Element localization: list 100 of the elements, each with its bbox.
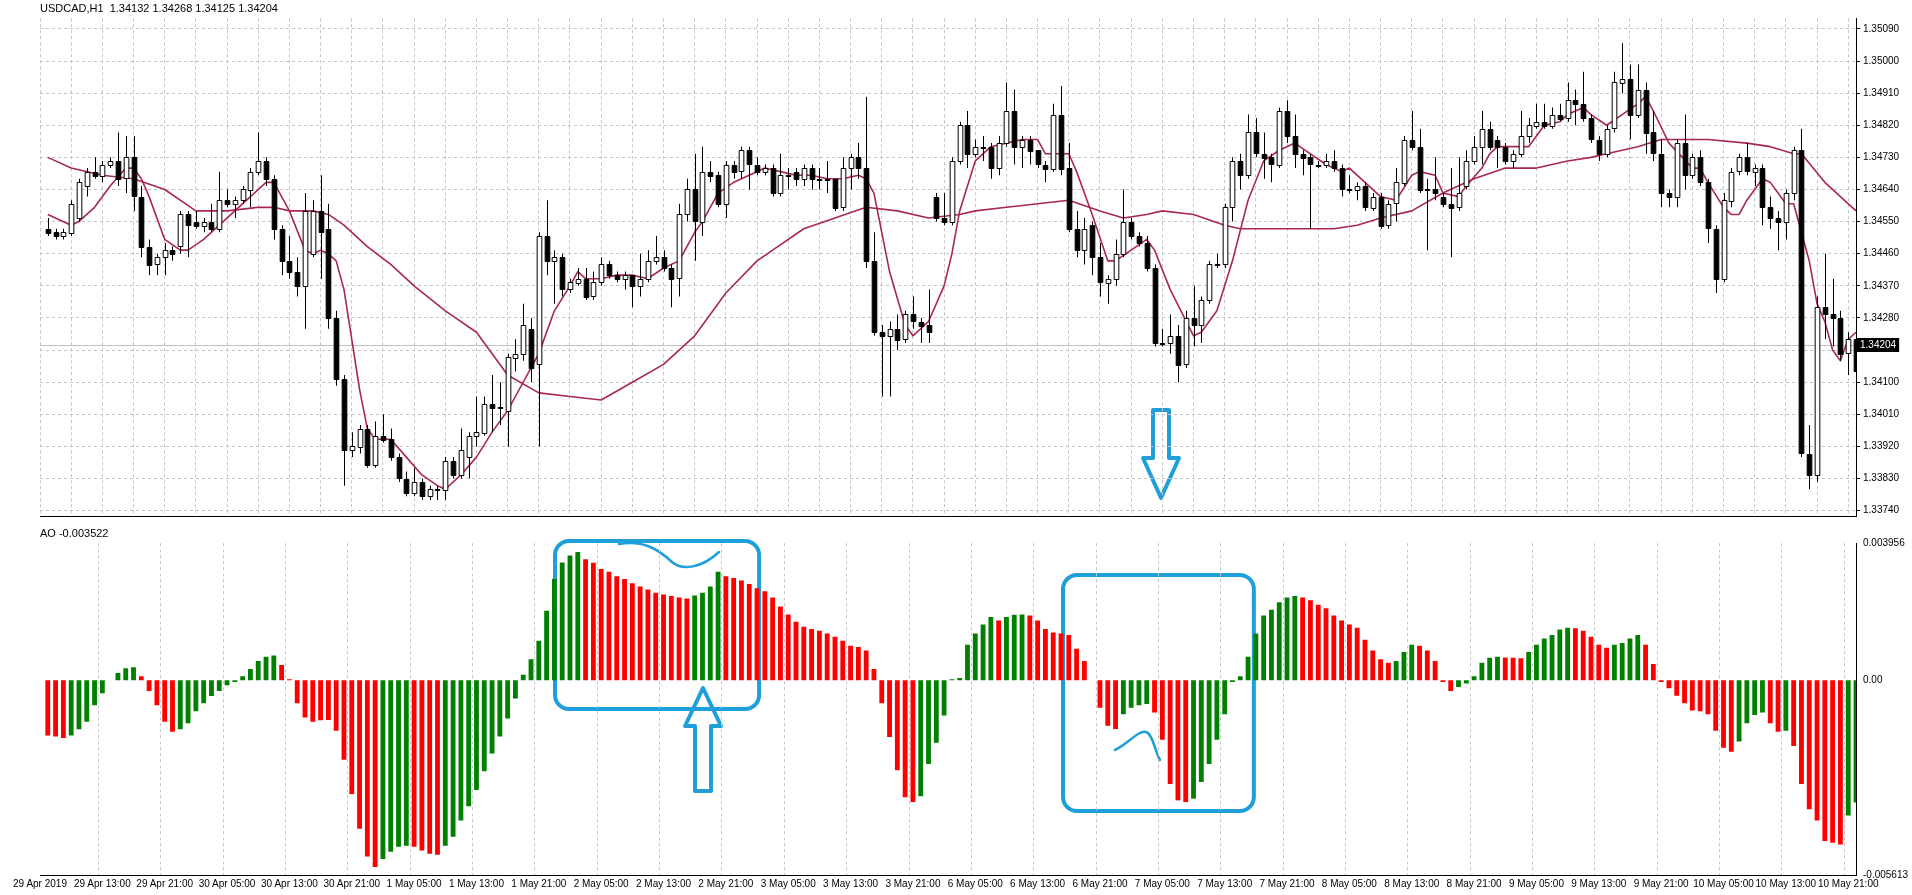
bar [816, 630, 822, 681]
bar [1074, 648, 1080, 681]
y-tick-label: 1.35000 [1863, 54, 1900, 66]
bar [146, 680, 152, 692]
bar [333, 680, 339, 731]
bar [1783, 680, 1789, 731]
bar [988, 616, 994, 681]
bar [1300, 597, 1306, 681]
bar [1237, 676, 1243, 681]
bar [544, 610, 550, 681]
bar [1471, 676, 1477, 681]
bar [1463, 680, 1469, 684]
bar [99, 680, 105, 694]
y-tick-label: 1.33830 [1863, 472, 1900, 484]
bar [653, 592, 659, 681]
bar [1167, 680, 1173, 785]
bar [863, 650, 869, 681]
bar [1253, 633, 1259, 681]
bar [474, 680, 479, 790]
bar [746, 583, 752, 681]
y-tick-label: 1.34460 [1863, 247, 1900, 259]
bar [84, 680, 90, 722]
x-tick-label: 2 May 13:00 [636, 877, 692, 889]
chart-title: USDCAD,H1 1.34132 1.34268 1.34125 1.34204 [40, 1, 278, 14]
bar [707, 586, 713, 681]
bar [1830, 680, 1836, 843]
bar [1417, 645, 1422, 681]
bar [1105, 680, 1111, 726]
bar [1027, 615, 1033, 681]
bar [349, 680, 355, 795]
bar [1650, 664, 1656, 681]
y-tick-label: 1.34820 [1863, 119, 1900, 130]
bar [411, 680, 417, 847]
x-tick-label: 8 May 05:00 [1321, 877, 1378, 889]
bar [676, 597, 682, 681]
bar [965, 644, 970, 681]
bar [497, 680, 503, 737]
bar [941, 680, 947, 716]
bar [1081, 660, 1087, 681]
chart-title: AO -0.003522 [40, 526, 109, 539]
bar [1261, 615, 1267, 681]
x-tick-label: 7 May 21:00 [1259, 877, 1315, 889]
x-tick-label: 29 Apr 21:00 [136, 877, 194, 889]
bar [1354, 627, 1360, 681]
bar [520, 674, 526, 681]
bar [1206, 680, 1212, 764]
bar [1604, 647, 1610, 681]
bar [1596, 644, 1602, 681]
bar [1159, 680, 1165, 740]
bar [661, 594, 666, 681]
bar [1791, 680, 1797, 746]
bar [1541, 638, 1547, 681]
bar [372, 680, 378, 867]
bar [590, 562, 596, 681]
bar [614, 576, 620, 681]
bar [778, 606, 783, 681]
bar [1689, 680, 1695, 711]
bar [1370, 650, 1376, 681]
bar [598, 569, 604, 681]
x-tick-label: 3 May 05:00 [760, 877, 817, 889]
bar [1526, 651, 1532, 681]
bar [1214, 680, 1220, 740]
bar [1424, 650, 1430, 681]
bar [1697, 680, 1703, 712]
x-tick-label: 6 May 13:00 [1010, 877, 1066, 889]
bar [918, 680, 924, 797]
x-tick-label: 29 Apr 2019 [13, 877, 68, 889]
x-tick-label: 9 May 05:00 [1508, 877, 1565, 889]
y-tick-label: 1.35090 [1863, 22, 1900, 34]
bar [1611, 644, 1617, 681]
x-tick-label: 2 May 05:00 [573, 877, 630, 889]
bar [318, 680, 323, 721]
bar [1198, 680, 1204, 782]
bar [1011, 614, 1017, 681]
x-tick-label: 8 May 13:00 [1384, 877, 1440, 889]
bar [1635, 634, 1641, 681]
bar [60, 680, 66, 738]
bar [388, 680, 394, 852]
bar [972, 633, 978, 681]
bar [1269, 609, 1274, 681]
bar [1744, 680, 1750, 724]
bar [1043, 629, 1048, 681]
x-tick-label: 9 May 13:00 [1571, 877, 1627, 889]
bar [364, 680, 370, 857]
bar [1035, 620, 1041, 681]
bar [785, 614, 791, 681]
bar [801, 626, 807, 681]
bar [1495, 656, 1500, 681]
bar [1331, 615, 1337, 681]
bar [138, 676, 144, 681]
bar [1705, 680, 1711, 715]
y-tick-label: 1.34100 [1863, 375, 1900, 387]
bar [731, 578, 737, 681]
bar [1580, 630, 1586, 681]
bar [458, 680, 464, 821]
bar [1004, 616, 1009, 681]
bar [1565, 627, 1571, 681]
bar [1557, 629, 1563, 681]
x-tick-label: 10 May 05:00 [1693, 877, 1755, 889]
x-tick-label: 8 May 21:00 [1446, 877, 1503, 889]
